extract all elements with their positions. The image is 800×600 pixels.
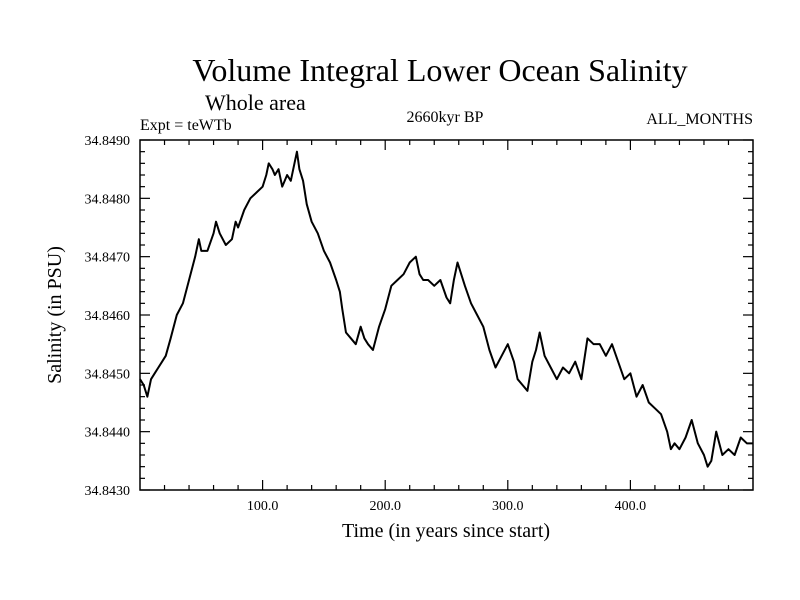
months-label: ALL_MONTHS	[646, 111, 753, 128]
y-tick-label: 34.8480	[85, 192, 131, 207]
experiment-label: Expt = teWTb	[140, 117, 232, 134]
chart-title: Volume Integral Lower Ocean Salinity	[192, 52, 687, 88]
y-tick-label: 34.8470	[85, 251, 131, 266]
y-tick-label: 34.8460	[85, 309, 131, 324]
y-tick-label: 34.8450	[85, 367, 131, 382]
x-tick-label: 400.0	[615, 499, 647, 514]
chart-subtitle: Whole area	[205, 90, 306, 115]
y-tick-label: 34.8430	[85, 484, 131, 499]
salinity-series-line	[139, 150, 753, 468]
axis-tick-labels: 100.0 200.0 300.0 400.0 34.8430 34.8440 34.845…	[85, 134, 647, 514]
x-tick-label: 100.0	[247, 499, 279, 514]
y-tick-label: 34.8490	[85, 134, 131, 149]
y-axis-label: Salinity (in PSU)	[44, 246, 66, 384]
axis-ticks	[140, 139, 753, 491]
plot-frame	[139, 139, 754, 491]
y-tick-label: 34.8440	[85, 426, 131, 441]
x-axis-label: Time (in years since start)	[342, 520, 550, 542]
period-label: 2660kyr BP	[407, 109, 484, 126]
x-tick-label: 200.0	[369, 499, 401, 514]
x-tick-label: 300.0	[492, 499, 524, 514]
